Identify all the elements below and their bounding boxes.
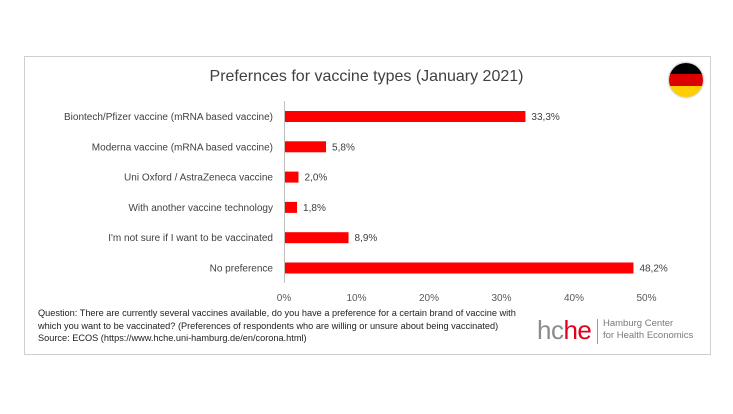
x-tick-label: 30%	[491, 293, 511, 304]
bar	[284, 232, 349, 244]
bar	[284, 171, 299, 183]
flag-stripe-gold	[669, 85, 703, 97]
category-label: Moderna vaccine (mRNA based vaccine)	[92, 142, 273, 153]
question-line-1: Question: There are currently several va…	[38, 308, 516, 318]
data-label: 1,8%	[303, 203, 326, 214]
x-tick-label: 10%	[346, 293, 366, 304]
question-line-2: which you want to be vaccinated? (Prefer…	[38, 320, 499, 331]
chart-title: Prefernces for vaccine types (January 20…	[209, 68, 524, 85]
chart-frame	[24, 56, 711, 355]
data-label: 33,3%	[531, 112, 559, 123]
logo-divider	[597, 319, 598, 344]
flag-stripe-black	[669, 63, 703, 75]
category-label: Biontech/Pfizer vaccine (mRNA based vacc…	[64, 112, 273, 123]
logo-hc: hc	[537, 315, 564, 345]
data-label: 5,8%	[332, 142, 355, 153]
flag-stripe-red	[669, 74, 703, 86]
bar	[284, 201, 298, 213]
bar	[284, 262, 634, 274]
logo-he: he	[563, 315, 592, 345]
data-label: 48,2%	[639, 264, 667, 275]
data-label: 8,9%	[355, 233, 378, 244]
logo-text: Hamburg Center for Health Economics	[603, 318, 693, 342]
category-label: No preference	[210, 264, 274, 275]
data-label: 2,0%	[305, 173, 328, 184]
category-label: With another vaccine technology	[128, 203, 273, 214]
source-note: Source: ECOS (https://www.hche.uni-hambu…	[38, 333, 307, 343]
category-label: Uni Oxford / AstraZeneca vaccine	[124, 173, 273, 184]
x-tick-label: 50%	[636, 293, 656, 304]
bar	[284, 111, 526, 122]
logo-wordmark: hche	[537, 315, 592, 345]
germany-flag-icon	[669, 63, 703, 97]
logo-line-2: for Health Economics	[603, 330, 694, 341]
x-tick-label: 20%	[419, 293, 439, 304]
category-label: I'm not sure if I want to be vaccinated	[108, 233, 273, 244]
x-tick-label: 0%	[277, 293, 292, 304]
logo-line-1: Hamburg Center	[603, 318, 674, 329]
chart-footer: Question: There are currently several va…	[38, 307, 516, 345]
x-tick-label: 40%	[564, 293, 584, 304]
bar	[284, 141, 327, 153]
